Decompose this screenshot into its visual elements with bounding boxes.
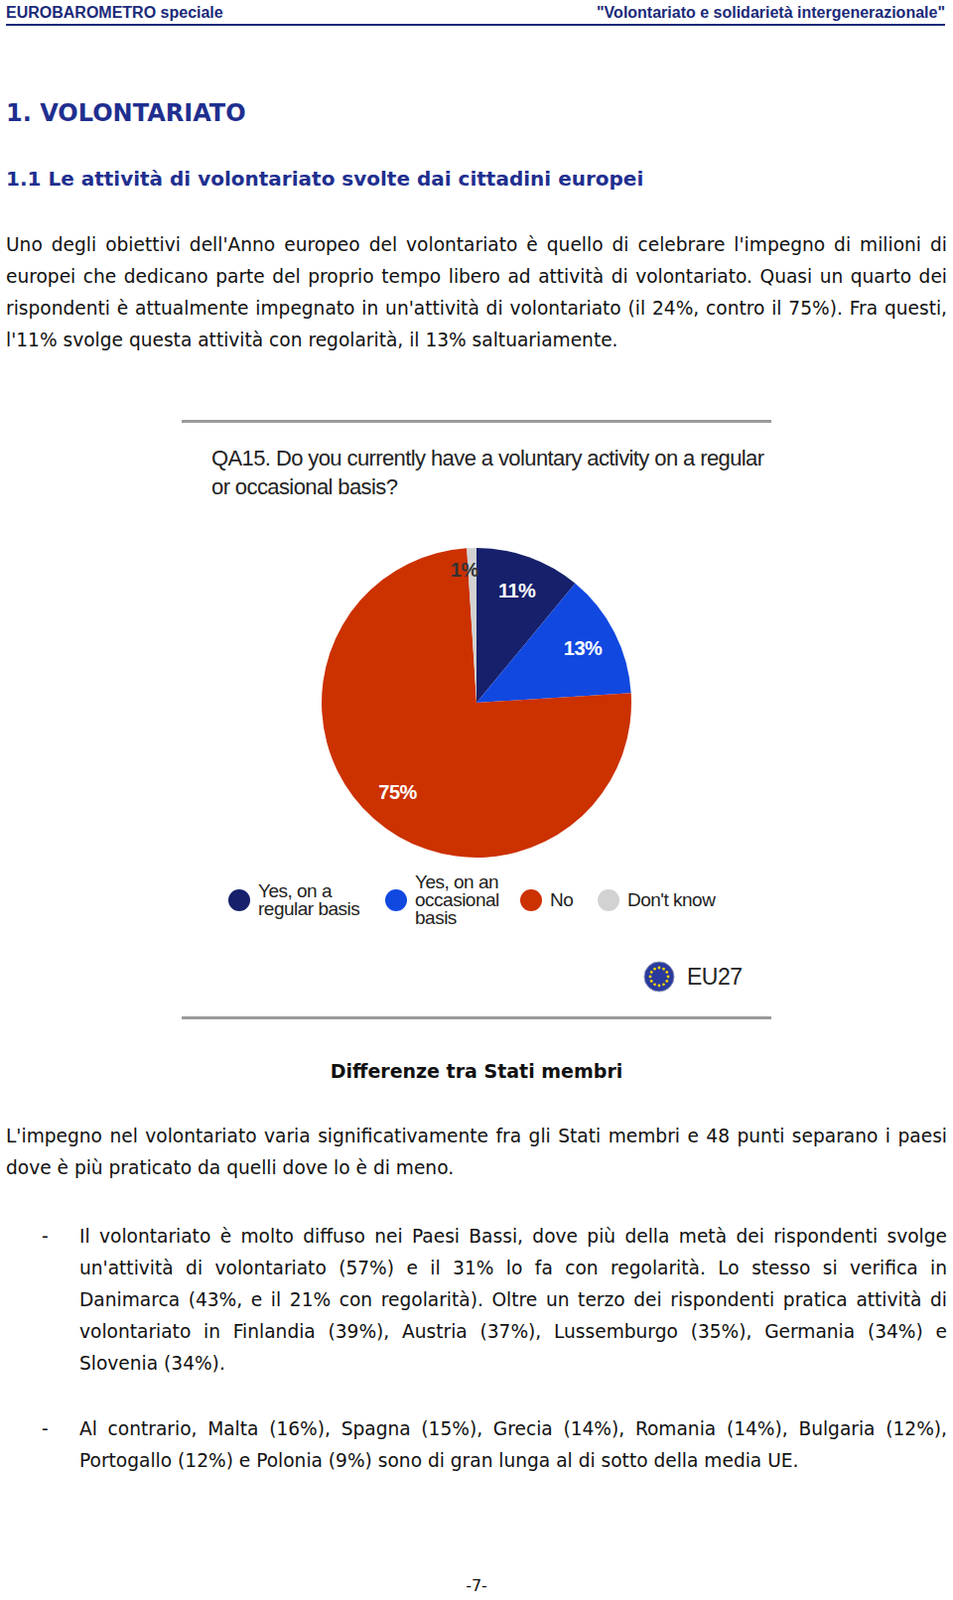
html-text:Don't know: Don't know [627, 889, 716, 911]
html-text:Al contrario, Malta (16%), Spa: Al contrario, Malta (16%), Spagna (15%),… [79, 1418, 948, 1472]
html-text:Yes, on an occasional basis: Yes, on an occasional basis [414, 871, 500, 929]
html-text:QA15. Do you currently have a: QA15. Do you currently have a voluntary … [211, 445, 764, 500]
html-text:Yes, on a regular basis: Yes, on a regular basis [258, 880, 360, 920]
svg-text:13%: 13% [563, 637, 603, 660]
svg-text:75%: 75% [378, 781, 417, 804]
html-text:1. VOLONTARIATO: 1. VOLONTARIATO [5, 99, 246, 128]
html-text:L'impegno nel volontariato var: L'impegno nel volontariato varia signifi… [5, 1125, 948, 1179]
html-text:No: No [549, 889, 574, 911]
html-text:-7-: -7- [465, 1576, 488, 1596]
html-text:EU27: EU27 [686, 963, 743, 990]
html-text:Uno degli obiettivi dell'Anno: Uno degli obiettivi dell'Anno europeo de… [5, 234, 948, 351]
html-text:Il volontariato è molto diffus: Il volontariato è molto diffuso nei Paes… [79, 1225, 948, 1374]
svg-text:11%: 11% [498, 579, 537, 602]
svg-text:1%: 1% [450, 558, 480, 581]
html-text:"Volontariato e solidarietà in: "Volontariato e solidarietà intergeneraz… [596, 3, 946, 21]
html-text:EUROBAROMETRO speciale: EUROBAROMETRO speciale [5, 3, 224, 21]
html-text:Differenze tra Stati membri: Differenze tra Stati membri [330, 1060, 623, 1083]
html-text:1.1 Le attività di volontariat: 1.1 Le attività di volontariato svolte d… [5, 166, 644, 191]
